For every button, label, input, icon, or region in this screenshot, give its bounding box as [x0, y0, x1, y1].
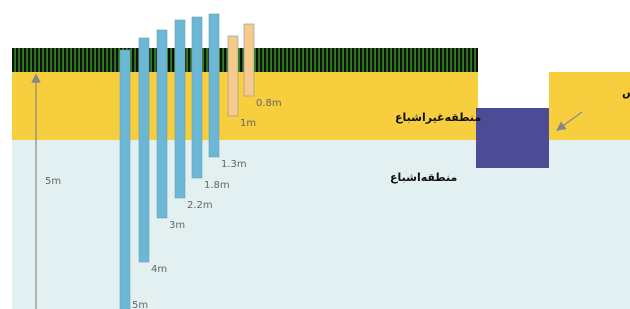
pipe-label: 3m	[169, 220, 185, 231]
pipe-label: 4m	[151, 264, 167, 275]
pipe-label: 2.2m	[187, 200, 213, 211]
pipe-label: 1.3m	[221, 159, 247, 170]
diagram: 5m 5m 4m 3m2.2m 1.8m 1.3m 1m0.8m منطقه‌غیراشب…	[0, 0, 630, 309]
pipe	[157, 30, 167, 218]
pipe-label: 5m	[132, 300, 148, 309]
pipe	[228, 36, 238, 116]
depth-label: 5m	[45, 176, 61, 187]
drain-label: نهرزهکش	[622, 86, 630, 99]
pipe-label: 0.8m	[256, 98, 282, 109]
unsaturated-label: منطقه‌غیراشباع	[395, 111, 481, 124]
pipe	[139, 38, 149, 262]
pipe-label: 1m	[240, 118, 256, 129]
pipe	[175, 20, 185, 198]
drain-canal	[476, 108, 549, 168]
pipe	[192, 17, 202, 178]
pipe	[209, 14, 219, 157]
pipe	[244, 24, 254, 96]
unsaturated-zone-right	[549, 72, 630, 140]
saturated-label: منطقه‌اشباع	[390, 171, 457, 184]
pipe	[120, 50, 130, 309]
pipe-label: 1.8m	[204, 180, 230, 191]
